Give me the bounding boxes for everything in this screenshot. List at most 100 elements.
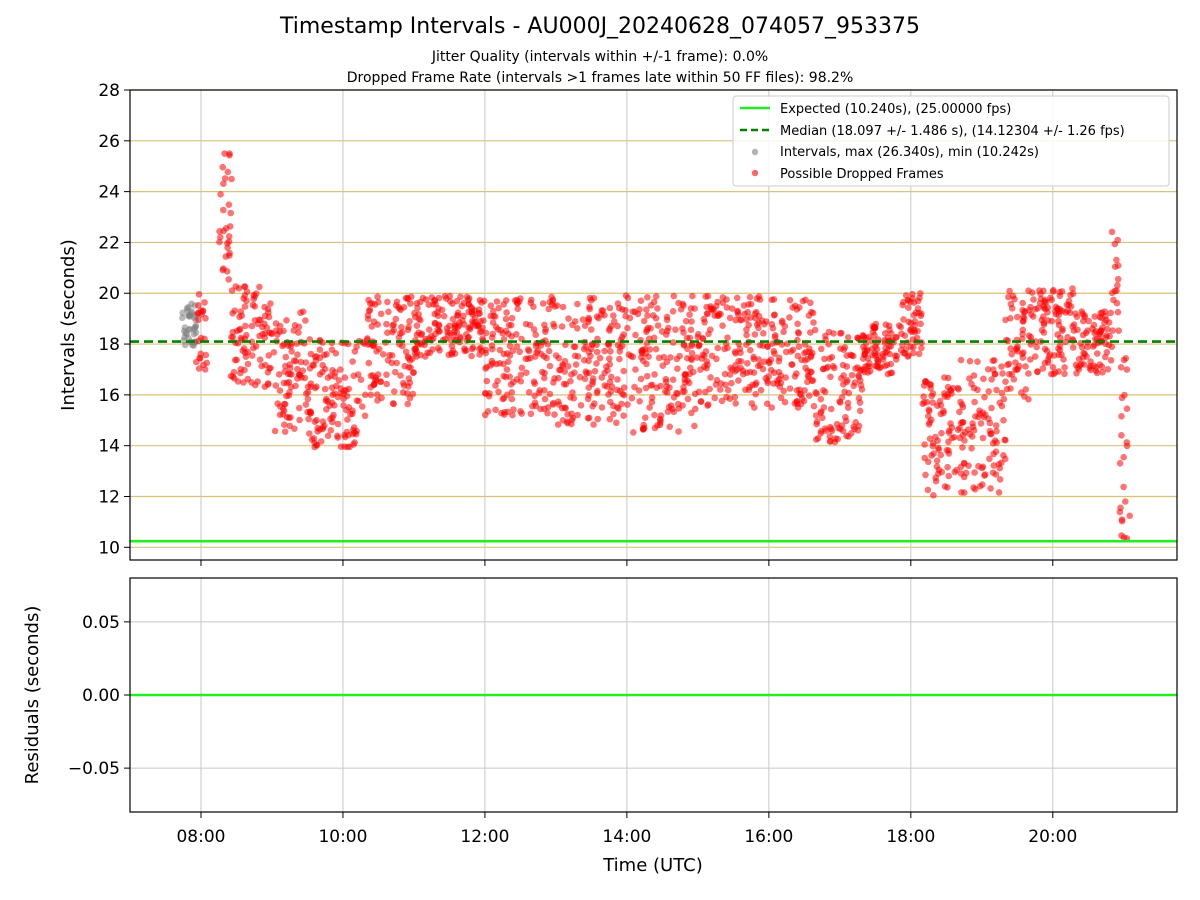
dropped-frame-point: [541, 369, 548, 377]
dropped-frame-point: [986, 455, 993, 463]
dropped-frame-point: [854, 364, 861, 371]
dropped-frame-point: [962, 469, 970, 477]
dropped-frame-point: [224, 168, 232, 176]
dropped-frame-point: [373, 348, 380, 355]
dropped-frame-point: [417, 316, 424, 324]
dropped-frame-point: [337, 443, 345, 451]
dropped-frame-point: [669, 308, 677, 315]
dropped-frame-point: [362, 391, 369, 399]
dropped-frame-point: [728, 305, 736, 312]
dropped-frame-point: [640, 317, 648, 325]
dropped-frame-point: [843, 432, 850, 440]
dropped-frame-point: [267, 300, 274, 307]
dropped-frame-point: [1034, 368, 1041, 376]
dropped-frame-point: [746, 293, 754, 301]
dropped-frame-point: [996, 476, 1004, 483]
dropped-frame-point: [1069, 344, 1077, 351]
dropped-frame-point: [837, 330, 844, 337]
dropped-frame-point: [954, 426, 962, 434]
dropped-frame-point: [288, 348, 296, 355]
dropped-frame-point: [225, 233, 233, 240]
dropped-frame-point: [1032, 338, 1039, 345]
dropped-frame-point: [918, 310, 925, 317]
dropped-frame-point: [1038, 316, 1046, 324]
dropped-frame-point: [821, 355, 828, 363]
dropped-frame-point: [316, 426, 324, 433]
dropped-frame-point: [487, 362, 494, 369]
dropped-frame-point: [468, 308, 476, 316]
dropped-frame-point: [1093, 369, 1101, 377]
dropped-frame-point: [689, 292, 696, 300]
dropped-frame-point: [1108, 228, 1116, 236]
dropped-frame-point: [747, 314, 755, 321]
dropped-frame-point: [1078, 344, 1086, 351]
dropped-frame-point: [972, 413, 979, 420]
dropped-frame-point: [404, 400, 412, 408]
dropped-frame-point: [610, 410, 617, 418]
dropped-frame-point: [610, 402, 617, 410]
dropped-frame-point: [1111, 240, 1119, 248]
top-ytick-label: 10: [98, 538, 120, 558]
dropped-frame-point: [897, 346, 905, 354]
dropped-frame-point: [718, 397, 726, 405]
dropped-frame-point: [281, 368, 289, 375]
dropped-frame-point: [1114, 262, 1122, 269]
dropped-frame-point: [921, 441, 928, 448]
dropped-frame-point: [508, 395, 516, 403]
dropped-frame-point: [283, 317, 290, 324]
dropped-frame-point: [1045, 353, 1053, 361]
dropped-frame-point: [644, 312, 651, 319]
dropped-frame-point: [419, 294, 427, 302]
dropped-frame-point: [506, 342, 514, 350]
dropped-frame-point: [970, 484, 977, 491]
dropped-frame-point: [691, 422, 698, 430]
dropped-frame-point: [302, 317, 309, 324]
dropped-frame-point: [290, 327, 298, 334]
dropped-frame-point: [327, 415, 334, 423]
dropped-frame-point: [887, 360, 895, 368]
dropped-frame-point: [687, 326, 695, 334]
dropped-frame-point: [638, 349, 646, 357]
dropped-frame-point: [454, 309, 462, 317]
dropped-frame-point: [482, 329, 490, 337]
dropped-frame-point: [735, 377, 742, 384]
dropped-frame-point: [530, 326, 538, 333]
dropped-frame-point: [777, 394, 785, 402]
dropped-frame-point: [1114, 275, 1122, 283]
dropped-frame-point: [854, 334, 861, 342]
dropped-frame-point: [739, 370, 747, 378]
dropped-frame-point: [413, 353, 420, 360]
dropped-frame-point: [1047, 294, 1054, 302]
dropped-frame-point: [216, 238, 223, 246]
dropped-frame-point: [732, 316, 739, 324]
dropped-frame-point: [714, 344, 722, 352]
dropped-frame-point: [755, 312, 763, 320]
dropped-frame-point: [1110, 296, 1117, 304]
dropped-frame-point: [650, 334, 658, 342]
dropped-frame-point: [220, 180, 227, 187]
dropped-frame-point: [885, 322, 893, 330]
dropped-frame-point: [813, 418, 821, 426]
dropped-frame-point: [248, 352, 256, 359]
dropped-frame-point: [999, 370, 1006, 377]
dropped-frame-point: [643, 372, 651, 380]
dropped-frame-point: [1031, 353, 1039, 360]
dropped-frame-point: [569, 389, 576, 396]
dropped-frame-point: [624, 401, 631, 408]
dropped-frame-point: [431, 319, 439, 327]
dropped-frame-point: [935, 466, 943, 474]
dropped-frame-point: [305, 415, 312, 423]
dropped-frame-point: [810, 402, 818, 410]
dropped-frame-point: [489, 330, 497, 338]
dropped-frame-point: [749, 381, 756, 389]
dropped-frame-point: [399, 389, 407, 396]
dropped-frame-point: [1039, 365, 1047, 372]
dropped-frame-point: [1040, 329, 1048, 336]
dropped-frame-point: [1050, 286, 1057, 294]
dropped-frame-point: [1055, 317, 1062, 325]
top-ytick-label: 18: [98, 335, 120, 355]
dropped-frame-point: [469, 345, 476, 353]
top-plot-points: [179, 150, 1133, 542]
dropped-frame-point: [1020, 318, 1027, 325]
dropped-frame-point: [587, 352, 594, 360]
